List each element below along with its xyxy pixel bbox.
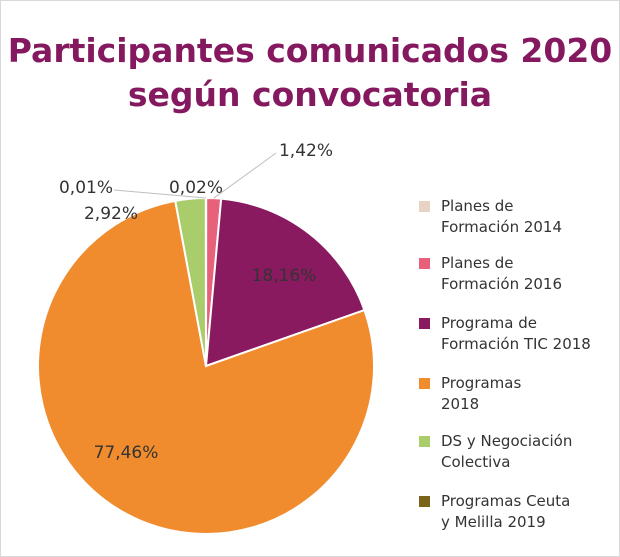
legend-label: Programas 2018 xyxy=(441,374,522,413)
chart-title: Participantes comunicados 2020 según con… xyxy=(7,31,613,114)
legend-swatch xyxy=(419,318,430,329)
legend-label: Planes de Formación 2014 xyxy=(441,197,563,236)
data-label: 2,92% xyxy=(84,204,138,224)
data-label: 0,01% xyxy=(59,178,113,198)
legend-label: Programa de Formación TIC 2018 xyxy=(441,314,591,353)
leader-line xyxy=(213,152,277,199)
data-label: 77,46% xyxy=(94,443,159,463)
legend-label: Planes de Formación 2016 xyxy=(441,254,563,293)
data-label: 18,16% xyxy=(252,266,317,286)
pie-slice xyxy=(204,197,366,368)
data-label: 0,02% xyxy=(169,178,223,198)
legend-swatch xyxy=(419,378,430,389)
legend-label: Programas Ceuta y Melilla 2019 xyxy=(441,492,571,531)
legend-swatch xyxy=(419,436,430,447)
legend-label: DS y Negociación Colectiva xyxy=(441,432,573,471)
legend-swatch xyxy=(419,201,430,212)
legend-swatch xyxy=(419,496,430,507)
pie-slice xyxy=(37,199,375,535)
legend-swatch xyxy=(419,258,430,269)
leader-line xyxy=(113,189,206,199)
data-label: 1,42% xyxy=(279,141,333,161)
